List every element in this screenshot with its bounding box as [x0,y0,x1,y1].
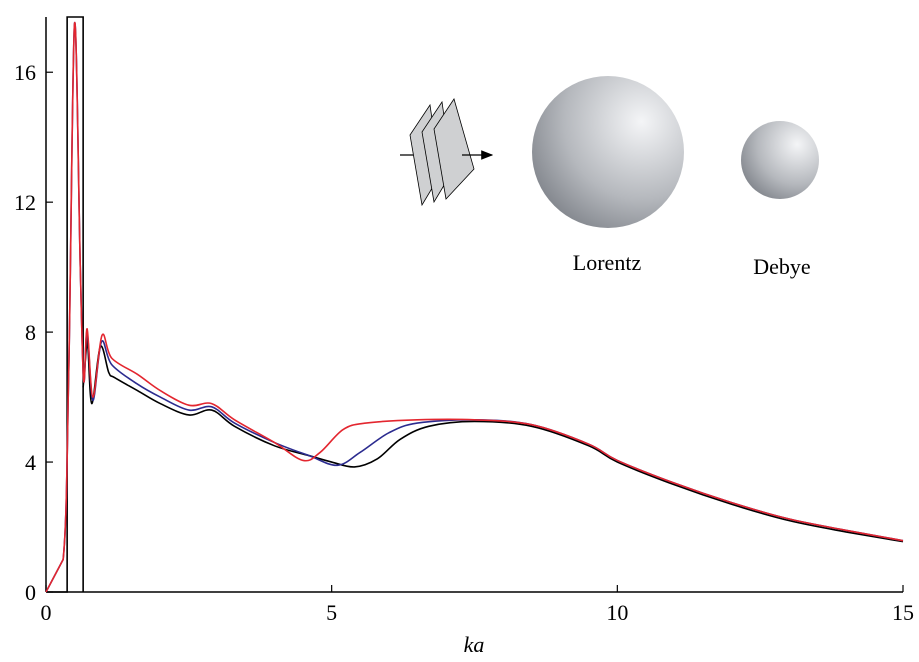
x-tick-label: 15 [892,600,914,625]
x-tick-label: 0 [41,600,52,625]
x-tick-label: 10 [606,600,628,625]
x-tick-label: 5 [326,600,337,625]
series-line [46,23,903,592]
annotation: Debye [753,254,810,279]
illustration [400,76,819,228]
series-line [46,23,903,592]
x-axis-label: ka [464,632,485,657]
annotation: Lorentz [573,250,642,275]
y-tick-label: 12 [14,190,36,215]
series-line [83,339,903,542]
chart: Lorentz Debye ka 0 4 8 12 16 0 5 10 15 [0,0,919,662]
y-tick-label: 8 [25,320,36,345]
y-tick-label: 16 [14,60,36,85]
y-tick-label: 4 [25,450,36,475]
y-tick-label: 0 [25,580,36,605]
